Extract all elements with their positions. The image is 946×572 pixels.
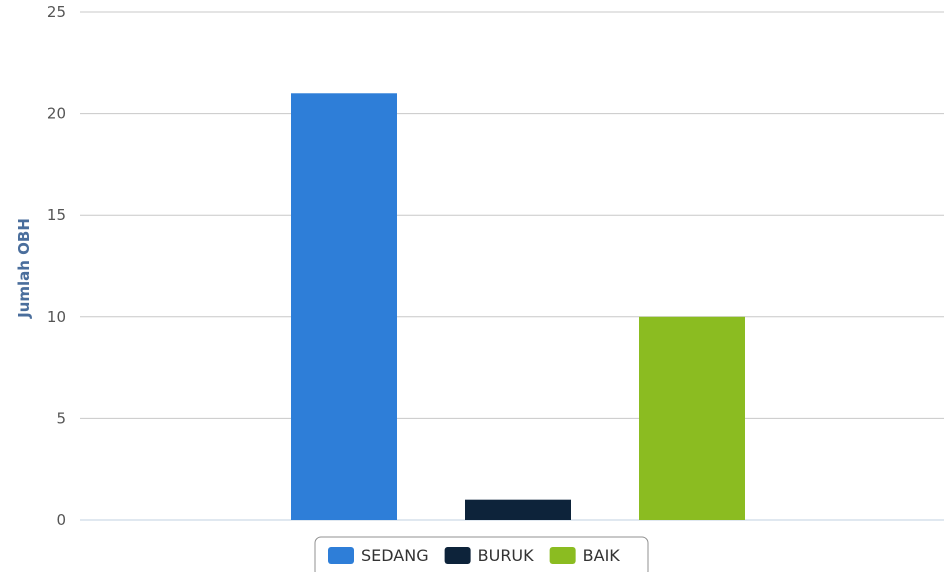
y-tick-label: 10: [47, 308, 66, 326]
legend-label: BURUK: [478, 546, 535, 565]
bar-baik[interactable]: [639, 316, 745, 520]
legend-item-baik[interactable]: BAIK: [549, 546, 621, 565]
legend-label: BAIK: [583, 546, 621, 565]
y-tick-label: 5: [56, 409, 66, 427]
legend-swatch: [328, 547, 354, 564]
y-tick-label: 25: [47, 3, 66, 21]
bar-sedang[interactable]: [291, 93, 397, 520]
y-tick-label: 0: [56, 511, 66, 529]
y-axis-title: Jumlah OBH: [15, 218, 33, 319]
legend-item-buruk[interactable]: BURUK: [444, 546, 535, 565]
y-tick-label: 15: [47, 206, 66, 224]
legend-label: SEDANG: [361, 546, 429, 565]
y-axis-ticks: 0 5 10 15 20 25: [47, 3, 66, 529]
legend-item-sedang[interactable]: SEDANG: [328, 546, 429, 565]
y-tick-label: 20: [47, 105, 66, 123]
bars: [291, 93, 745, 520]
bar-buruk[interactable]: [465, 499, 571, 520]
legend[interactable]: SEDANG BURUK BAIK: [314, 536, 649, 572]
legend-swatch: [444, 547, 471, 564]
legend-swatch: [549, 547, 576, 564]
gridlines: [80, 11, 944, 521]
